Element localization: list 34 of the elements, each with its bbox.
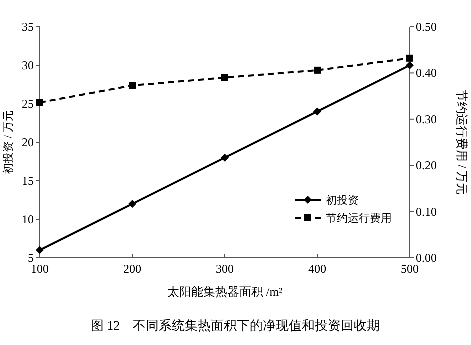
x-tick-label: 200 <box>124 262 142 276</box>
caption: 图 12 不同系统集热面积下的净现值和投资回收期 <box>90 318 380 333</box>
x-tick-label: 100 <box>31 262 49 276</box>
y2-tick-label: 0.00 <box>416 251 437 265</box>
point <box>406 62 414 70</box>
y-tick-label: 15 <box>22 174 34 188</box>
legend-label: 节约运行费用 <box>326 212 392 225</box>
point <box>36 246 44 254</box>
y2-axis-title: 节约运行费用 / 万元 <box>455 90 469 196</box>
legend-label: 初投资 <box>326 194 359 207</box>
point <box>129 82 136 90</box>
point <box>314 66 321 74</box>
y-tick-label: 10 <box>22 212 34 226</box>
point <box>36 99 44 106</box>
y-tick-label: 30 <box>22 58 34 72</box>
y2-tick-label: 0.50 <box>416 20 437 34</box>
y-tick-label: 25 <box>22 97 34 111</box>
x-axis-title: 太阳能集热器面积 /m² <box>167 285 284 299</box>
x-tick-label: 300 <box>216 262 234 276</box>
x-tick-label: 400 <box>308 262 326 276</box>
y-axis-title: 初投资 / 万元 <box>2 110 15 174</box>
y-tick-label: 20 <box>22 136 34 150</box>
point <box>128 200 136 208</box>
y2-tick-label: 0.20 <box>416 158 437 173</box>
x-tick-label: 500 <box>401 262 419 276</box>
point <box>221 154 229 162</box>
y2-tick-label: 0.30 <box>416 112 437 126</box>
point <box>314 108 322 116</box>
point <box>222 74 228 82</box>
y-tick-label: 35 <box>22 20 34 34</box>
y2-tick-label: 0.10 <box>416 204 437 219</box>
point <box>406 54 414 62</box>
y2-tick-label: 0.40 <box>416 66 437 80</box>
y-tick-label: 5 <box>28 251 34 265</box>
